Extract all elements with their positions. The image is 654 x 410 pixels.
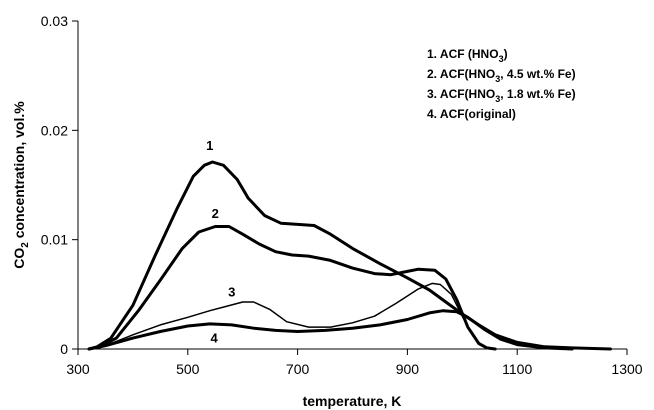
legend-entry-text: ) [504, 47, 508, 61]
y-tick-group: 0 0.01 0.02 0.03 [41, 13, 78, 357]
series-label-4: 4 [211, 330, 219, 345]
x-tick-label: 500 [176, 361, 200, 377]
series-group [87, 160, 612, 351]
legend-entry-text: 4. ACF(original) [427, 107, 516, 121]
y-axis-title-subscript: 2 [20, 242, 31, 248]
series-line-4 [87, 309, 574, 351]
legend-entry-text: , 4.5 wt.% Fe) [500, 67, 575, 81]
legend-entry-4: 4. ACF(original) [427, 107, 516, 121]
x-tick-label: 1300 [611, 361, 642, 377]
series-label-1: 1 [206, 138, 213, 153]
x-tick-label: 300 [66, 361, 90, 377]
legend-entry-text: 2. ACF(HNO [427, 67, 495, 81]
y-tick-label: 0.03 [41, 13, 68, 29]
y-tick-label: 0 [60, 341, 68, 357]
series-label-group: 1 2 3 4 [206, 138, 235, 345]
y-tick-label: 0.02 [41, 122, 68, 138]
y-axis-title: CO2 concentration, vol.% [11, 101, 31, 269]
y-axis-title-part: concentration, vol.% [11, 101, 27, 242]
legend-entry-text: 1. ACF (HNO [427, 47, 499, 61]
legend-entry-subscript: 3 [499, 54, 504, 64]
legend-entry-subscript: 3 [495, 74, 500, 84]
axes-group [77, 21, 627, 350]
series-line-3 [88, 282, 491, 350]
y-axis-title-part: CO [11, 248, 27, 269]
legend: 1. ACF (HNO3)2. ACF(HNO3, 4.5 wt.% Fe)3.… [427, 47, 576, 121]
legend-entry-3: 3. ACF(HNO3, 1.8 wt.% Fe) [427, 87, 576, 104]
legend-entry-2: 2. ACF(HNO3, 4.5 wt.% Fe) [427, 67, 576, 84]
x-tick-group: 300 500 700 900 1100 1300 [66, 349, 643, 377]
series-label-3: 3 [228, 285, 235, 300]
legend-entry-text: , 1.8 wt.% Fe) [500, 87, 575, 101]
legend-entry-text: 3. ACF(HNO [427, 87, 495, 101]
legend-entry-subscript: 3 [495, 94, 500, 104]
x-axis-title: temperature, K [303, 393, 402, 409]
x-tick-label: 900 [396, 361, 420, 377]
x-tick-label: 1100 [502, 361, 532, 377]
y-tick-label: 0.01 [41, 232, 68, 248]
legend-entry-1: 1. ACF (HNO3) [427, 47, 508, 64]
series-label-2: 2 [212, 206, 219, 221]
series-line-1 [87, 160, 612, 351]
series-line-2 [87, 225, 497, 351]
x-tick-label: 700 [286, 361, 310, 377]
